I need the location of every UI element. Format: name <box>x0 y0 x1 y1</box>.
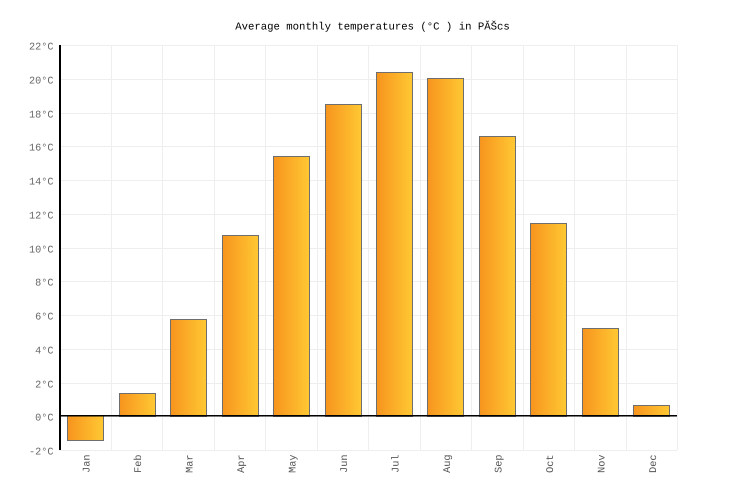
svg-text:Dec: Dec <box>649 455 660 473</box>
svg-text:Oct: Oct <box>546 455 557 473</box>
svg-text:2°C: 2°C <box>35 381 53 392</box>
svg-text:Average monthly temperatures (: Average monthly temperatures (°C ) in PĂ… <box>235 21 510 34</box>
svg-text:Feb: Feb <box>133 455 145 473</box>
svg-text:Jun: Jun <box>340 455 351 473</box>
svg-text:12°C: 12°C <box>29 212 53 223</box>
svg-text:20°C: 20°C <box>29 77 53 88</box>
svg-text:Aug: Aug <box>443 455 454 473</box>
svg-text:May: May <box>289 455 300 473</box>
svg-text:8°C: 8°C <box>35 279 53 290</box>
svg-text:-2°C: -2°C <box>29 448 53 459</box>
svg-text:22°C: 22°C <box>29 43 53 54</box>
svg-text:Sep: Sep <box>494 455 505 473</box>
svg-text:10°C: 10°C <box>29 246 53 257</box>
svg-text:0°C: 0°C <box>35 414 53 425</box>
svg-text:18°C: 18°C <box>29 111 53 122</box>
svg-text:Nov: Nov <box>597 455 608 473</box>
svg-text:16°C: 16°C <box>29 144 53 155</box>
svg-text:6°C: 6°C <box>35 313 53 324</box>
svg-text:Jul: Jul <box>390 455 402 473</box>
svg-text:14°C: 14°C <box>29 178 53 189</box>
svg-text:Mar: Mar <box>186 455 197 473</box>
svg-text:Apr: Apr <box>237 455 248 473</box>
svg-text:4°C: 4°C <box>35 347 53 358</box>
svg-text:Jan: Jan <box>83 455 94 473</box>
